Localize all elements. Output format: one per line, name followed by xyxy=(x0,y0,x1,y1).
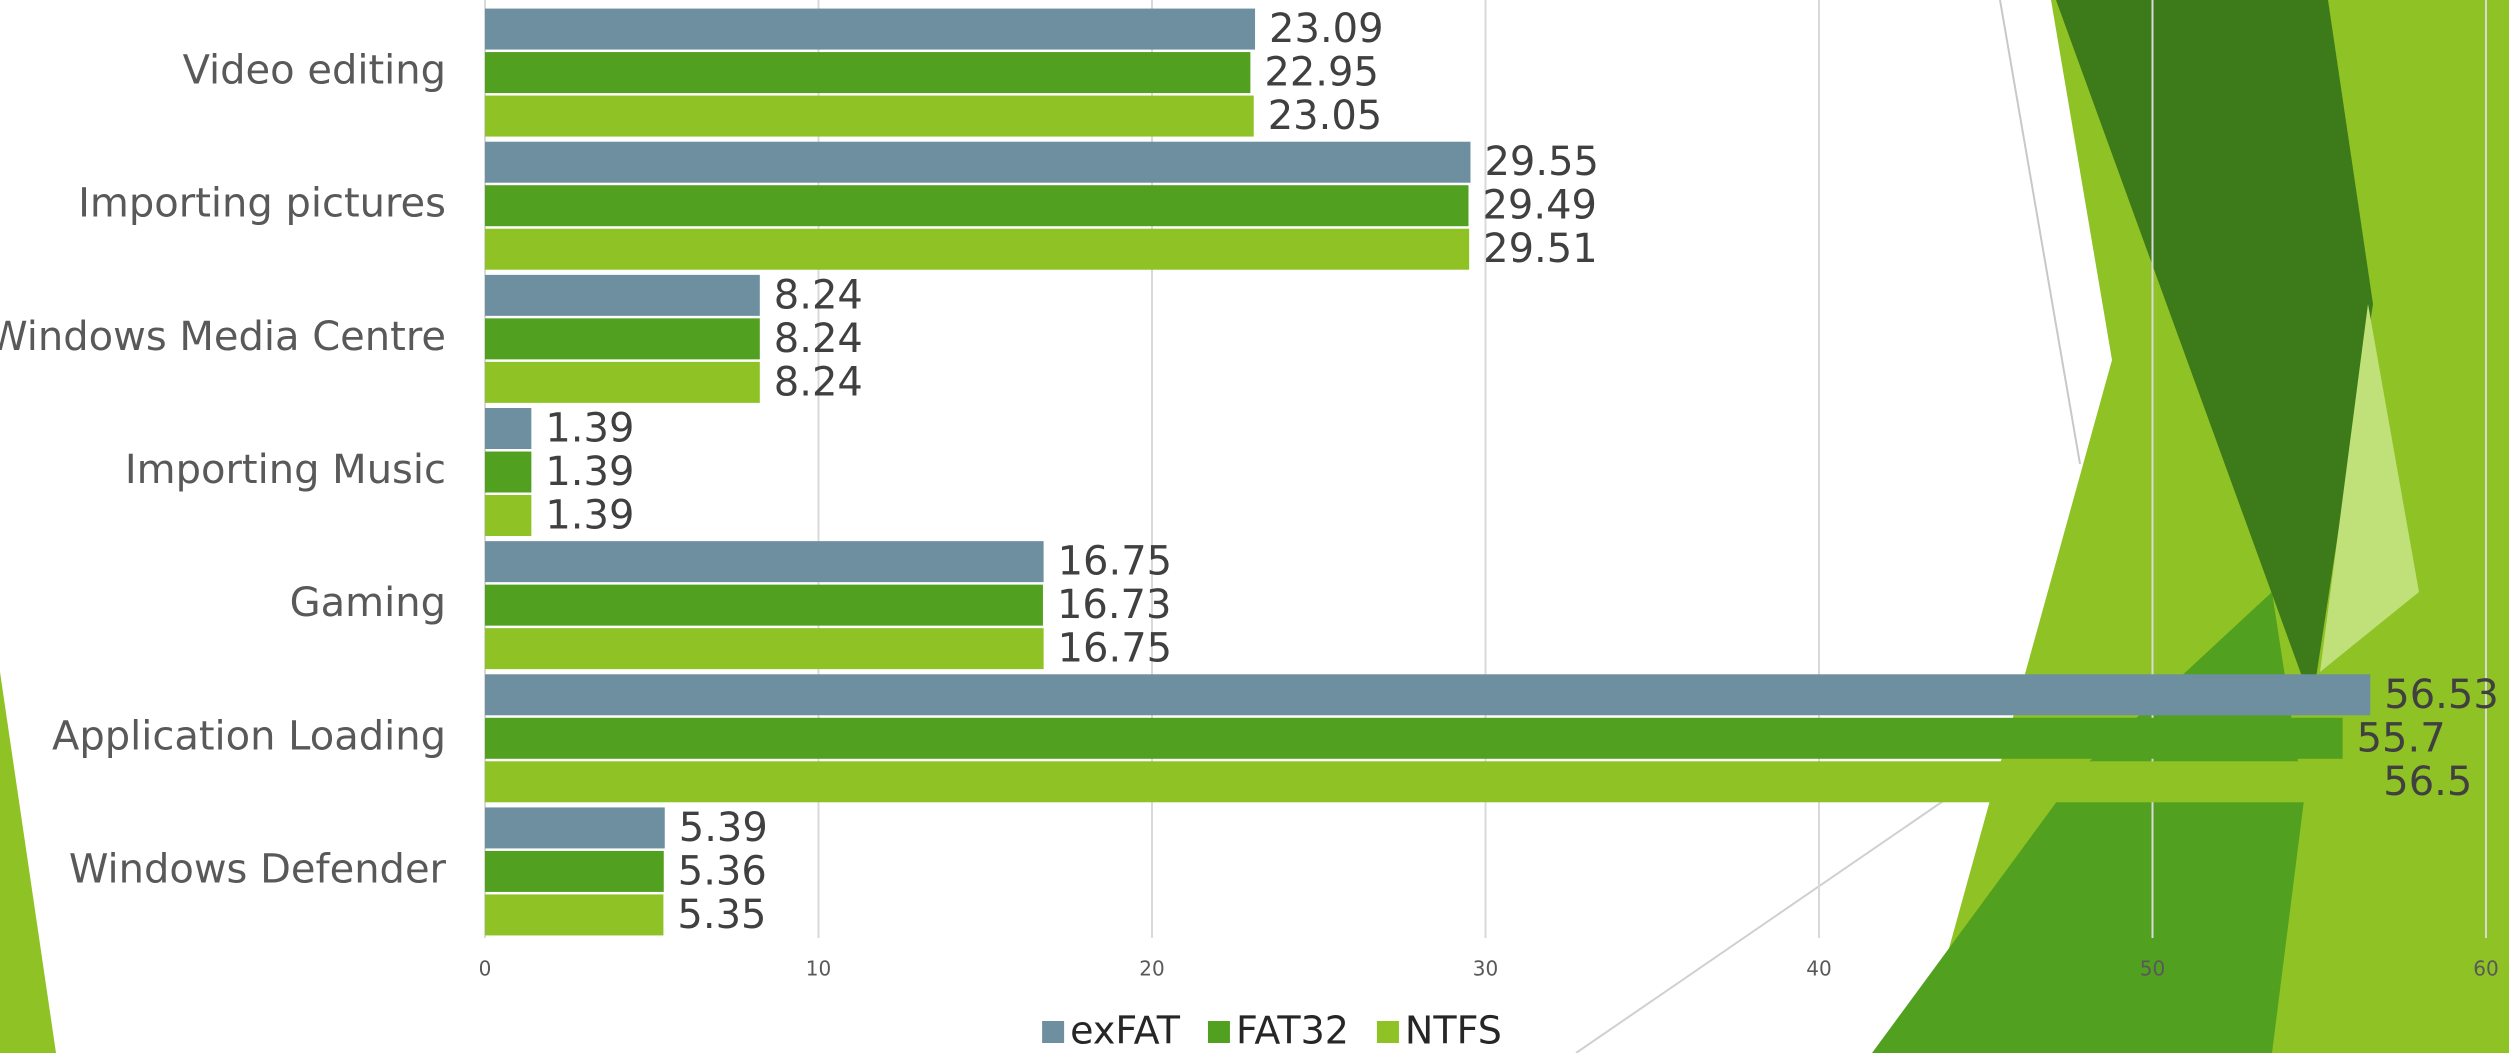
bar xyxy=(485,9,1255,50)
value-label: 56.5 xyxy=(2383,759,2472,805)
bar xyxy=(485,318,760,359)
bar xyxy=(485,185,1468,226)
x-tick-label: 10 xyxy=(806,957,831,981)
value-label: 1.39 xyxy=(545,406,634,452)
bar xyxy=(485,628,1044,669)
bar xyxy=(485,807,665,848)
x-tick-label: 30 xyxy=(1473,957,1498,981)
value-label: 29.51 xyxy=(1483,226,1598,272)
bar xyxy=(485,229,1469,270)
x-tick-label: 0 xyxy=(479,957,492,981)
bar xyxy=(485,541,1044,582)
value-label: 5.39 xyxy=(679,805,768,851)
value-label: 55.7 xyxy=(2357,715,2446,761)
value-label: 8.24 xyxy=(774,316,863,362)
value-label: 8.24 xyxy=(774,272,863,318)
bar xyxy=(485,52,1250,93)
category-label: Application Loading xyxy=(52,713,446,759)
legend-label: exFAT xyxy=(1070,1009,1181,1053)
category-label: Windows Media Centre xyxy=(0,314,446,360)
value-label: 29.55 xyxy=(1484,139,1599,185)
value-label: 23.09 xyxy=(1269,6,1384,52)
bar xyxy=(485,585,1043,626)
x-tick-label: 50 xyxy=(2140,957,2165,981)
value-label: 56.53 xyxy=(2384,672,2499,718)
value-label: 5.36 xyxy=(678,848,767,894)
legend-swatch xyxy=(1042,1021,1064,1043)
legend-swatch xyxy=(1208,1021,1230,1043)
category-label: Windows Defender xyxy=(69,846,447,892)
bar xyxy=(485,761,2369,802)
category-label: Video editing xyxy=(183,48,446,94)
bar xyxy=(485,362,760,403)
bar xyxy=(485,452,531,493)
value-label: 16.73 xyxy=(1057,582,1172,628)
bar xyxy=(485,275,760,316)
category-label: Importing pictures xyxy=(78,181,446,227)
legend-label: NTFS xyxy=(1405,1009,1502,1053)
value-label: 23.05 xyxy=(1268,93,1383,139)
bar xyxy=(485,142,1470,183)
bar xyxy=(485,718,2343,759)
bar xyxy=(485,894,663,935)
value-label: 1.39 xyxy=(545,449,634,495)
x-tick-label: 20 xyxy=(1139,957,1164,981)
chart: 0 10 20 30 40 50 60 Video editing 23.0922.9523.… xyxy=(0,0,2509,1053)
category-label: Gaming xyxy=(290,580,446,626)
legend-swatch xyxy=(1377,1021,1399,1043)
value-label: 22.95 xyxy=(1264,50,1379,96)
value-label: 8.24 xyxy=(774,359,863,405)
deco-shape xyxy=(0,672,56,1053)
bar xyxy=(485,96,1254,137)
value-label: 16.75 xyxy=(1058,626,1173,672)
value-label: 1.39 xyxy=(545,493,634,539)
x-tick-label: 60 xyxy=(2473,957,2498,981)
legend: exFAT FAT32 NTFS xyxy=(1042,1009,1502,1053)
value-label: 16.75 xyxy=(1058,539,1173,585)
bar xyxy=(485,851,664,892)
value-label: 29.49 xyxy=(1482,183,1597,229)
bar xyxy=(485,408,531,449)
legend-label: FAT32 xyxy=(1236,1009,1349,1053)
value-label: 5.35 xyxy=(677,892,766,938)
bar xyxy=(485,674,2370,715)
category-label: Importing Music xyxy=(125,447,446,493)
x-tick-label: 40 xyxy=(1806,957,1831,981)
bar xyxy=(485,495,531,536)
